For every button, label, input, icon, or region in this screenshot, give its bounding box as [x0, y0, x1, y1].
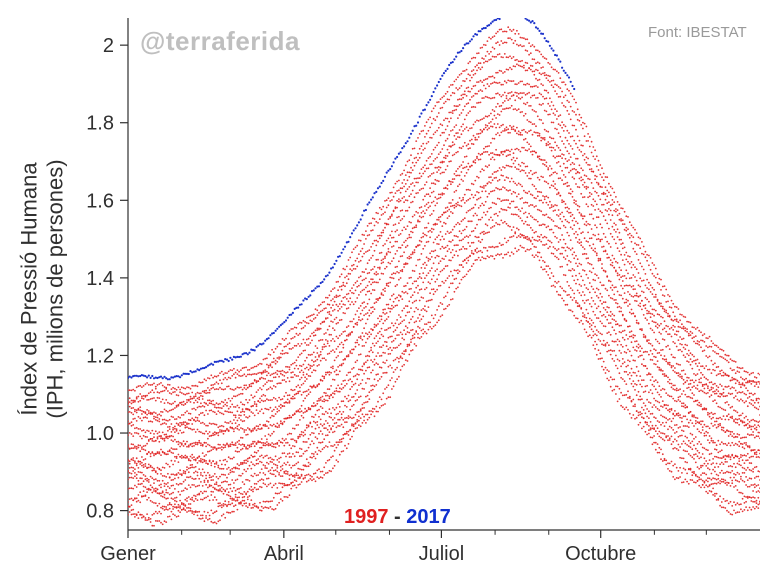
svg-text:1.2: 1.2 [86, 345, 114, 367]
y-axis-label-line2: (IPH, milions de persones) [42, 159, 68, 418]
legend-year-start: 1997 [344, 506, 389, 528]
svg-text:1.0: 1.0 [86, 423, 114, 445]
legend-year-end: 2017 [406, 506, 451, 528]
svg-text:Juliol: Juliol [419, 543, 465, 565]
y-axis-label-line1: Índex de Pressió Humana [16, 162, 41, 415]
svg-text:1.6: 1.6 [86, 190, 114, 212]
legend-sep: - [389, 506, 407, 528]
svg-text:2: 2 [103, 35, 114, 57]
svg-text:Octubre: Octubre [565, 543, 636, 565]
svg-text:Abril: Abril [264, 543, 304, 565]
svg-text:1.8: 1.8 [86, 113, 114, 135]
legend: 1997 - 2017 [344, 506, 451, 529]
svg-text:1.4: 1.4 [86, 268, 114, 290]
watermark: @terraferida [140, 26, 300, 57]
chart-container: Índex de Pressió Humana (IPH, milions de… [0, 0, 770, 578]
y-axis-label: Índex de Pressió Humana (IPH, milions de… [16, 159, 68, 418]
svg-text:0.8: 0.8 [86, 501, 114, 523]
source-text: Font: IBESTAT [648, 24, 747, 41]
chart-svg: 0.8 1.0 1.2 1.4 1.6 1.8 2 Gener Abril Juliol Octub… [0, 0, 770, 578]
svg-text:Gener: Gener [100, 543, 156, 565]
